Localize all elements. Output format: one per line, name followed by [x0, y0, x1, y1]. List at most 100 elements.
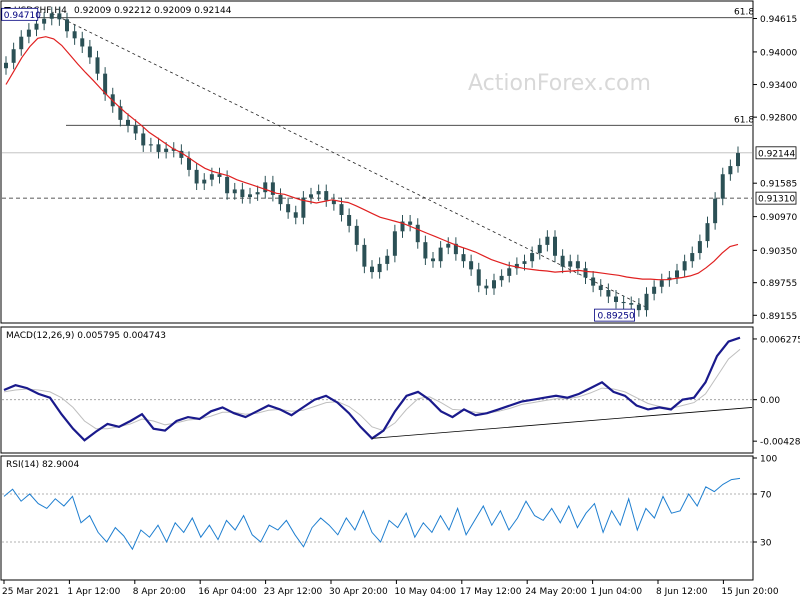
candle-body	[202, 179, 207, 184]
price-layer: 0.94615 0.94000 0.93400 0.92800 0.92144 0.915…	[1, 6, 797, 322]
x-tick-label: 1 Apr 12:00	[67, 587, 120, 597]
candle-body	[392, 231, 397, 256]
candle-body	[705, 223, 710, 242]
candle-body	[469, 261, 474, 270]
candle-body	[598, 285, 603, 291]
x-tick-label: 1 Jun 04:00	[591, 587, 643, 597]
y-tick-label: 0.94615	[760, 15, 797, 25]
candle-body	[95, 57, 100, 74]
candle-body	[209, 174, 214, 180]
candle-body	[217, 174, 222, 177]
rsi-title: RSI(14) 82.9004	[6, 460, 79, 470]
macd-signal-line	[3, 349, 741, 432]
candle-body	[354, 225, 359, 245]
y-tick-label: 0.89755	[760, 279, 797, 289]
candle-body	[377, 263, 382, 273]
candle-body	[415, 224, 420, 243]
candle-body	[19, 36, 24, 50]
macd-title: MACD(12,26,9) 0.005795 0.004743	[6, 331, 166, 341]
candle-body	[11, 49, 16, 63]
candle-body	[682, 261, 687, 271]
candle-body	[148, 144, 153, 146]
candle-body	[446, 243, 451, 248]
candle-body	[286, 204, 291, 213]
candle-body	[499, 275, 504, 281]
x-tick-label: 8 Jun 12:00	[656, 587, 708, 597]
candle-body	[65, 19, 69, 32]
rsi-y-tick-label: 100	[760, 455, 777, 465]
y-tick-label: 0.90970	[760, 213, 797, 223]
candle-body	[362, 244, 367, 267]
x-tick-label: 15 Jun 20:00	[721, 587, 778, 597]
macd-y-tick-label: -0.004287	[760, 438, 800, 448]
x-tick-label: 24 May 20:00	[525, 587, 587, 597]
support-price-label: 0.91310	[758, 195, 795, 205]
candle-body	[187, 157, 191, 170]
candle-body	[431, 258, 435, 262]
candle-body	[339, 204, 344, 215]
current-price-label: 0.92144	[758, 149, 795, 159]
candle-body	[507, 268, 512, 276]
low-label-box	[594, 308, 635, 322]
candle-body	[583, 268, 588, 278]
candle-body	[347, 215, 352, 226]
candle-body	[575, 261, 580, 269]
candle-body	[270, 182, 275, 195]
candle-body	[57, 13, 62, 20]
candle-body	[537, 244, 542, 254]
candle-body	[126, 119, 130, 126]
candle-body	[293, 212, 298, 218]
candle-body	[697, 241, 702, 254]
candle-body	[728, 166, 733, 175]
macd-y-tick-label: 0.006275	[760, 335, 800, 345]
candle-body	[232, 189, 237, 194]
candle-body	[301, 197, 306, 218]
x-tick-label: 17 May 12:00	[460, 587, 522, 597]
trend-line	[51, 12, 647, 308]
candle-body	[118, 106, 123, 120]
high-label-box	[1, 7, 39, 21]
current-price-box	[755, 146, 797, 160]
candle-body	[42, 18, 47, 24]
candle-body	[659, 280, 664, 287]
candle-body	[629, 303, 634, 305]
candle-body	[255, 192, 260, 195]
candle-body	[4, 62, 8, 69]
candle-body	[164, 148, 169, 152]
fib-618-lower-label: 61.8	[734, 115, 754, 125]
y-tick-label: 0.93400	[760, 81, 797, 91]
candle-body	[400, 221, 405, 232]
y-tick-label: 0.94000	[760, 48, 797, 58]
y-tick-label: 0.91585	[760, 180, 797, 190]
candle-body	[331, 200, 336, 205]
candle-body	[248, 194, 252, 198]
candle-body	[720, 174, 725, 199]
candle-body	[553, 236, 557, 256]
candle-body	[423, 242, 428, 259]
y-tick-label: 0.89155	[760, 312, 797, 322]
candle-body	[690, 253, 695, 262]
candle-body	[80, 38, 85, 47]
candle-body	[652, 286, 657, 294]
macd-layer: 0.006275 0.00 -0.004287	[2, 335, 800, 448]
candle-body	[644, 293, 649, 311]
rsi-line	[3, 477, 741, 551]
candle-body	[591, 277, 596, 286]
ohlc-values: 0.92009 0.92212 0.92009 0.92144	[74, 6, 232, 16]
candle-body	[194, 169, 199, 184]
candle-body	[476, 269, 481, 286]
candle-body	[713, 198, 718, 224]
candle-body	[171, 148, 176, 151]
candle-body	[530, 253, 535, 262]
candle-body	[133, 125, 138, 134]
candle-body	[492, 280, 496, 289]
candle-body	[522, 261, 527, 264]
price-panel-frame	[0, 0, 754, 324]
x-tick-label: 30 Apr 20:00	[329, 587, 388, 597]
candle-body	[385, 255, 390, 264]
candle-body	[514, 263, 519, 269]
candle-body	[453, 243, 458, 255]
candle-body	[606, 290, 611, 297]
candle-body	[156, 144, 161, 152]
